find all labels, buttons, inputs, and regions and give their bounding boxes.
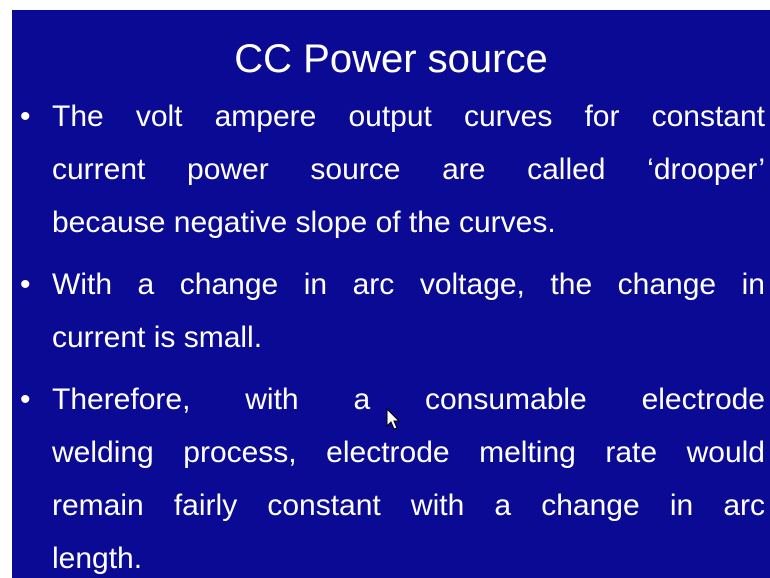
bullet-line: remain fairly constant with a change in … bbox=[52, 489, 765, 522]
bullet-dot: • bbox=[20, 268, 31, 301]
bullet-dot: • bbox=[20, 383, 31, 416]
slide: CC Power source • The volt ampere output … bbox=[12, 10, 770, 578]
bullet: • The volt ampere output curves for const… bbox=[12, 90, 770, 249]
bullet-line: current power source are called ‘drooper… bbox=[52, 153, 765, 186]
mouse-cursor bbox=[386, 408, 401, 430]
bullet-line: length. bbox=[52, 542, 143, 575]
bullet-line: Therefore, with a consumable electrode bbox=[52, 383, 765, 416]
bullet-line: welding process, electrode melting rate … bbox=[52, 436, 765, 469]
bullet-list: • The volt ampere output curves for const… bbox=[12, 90, 770, 578]
bullet-line: The volt ampere output curves for consta… bbox=[52, 100, 765, 133]
bullet: • Therefore, with a consumable electrode w… bbox=[12, 373, 770, 578]
bullet-line: current is small. bbox=[52, 321, 263, 354]
bullet-dot: • bbox=[20, 100, 31, 133]
bullet: • With a change in arc voltage, the chang… bbox=[12, 258, 770, 364]
bullet-line: because negative slope of the curves. bbox=[52, 206, 556, 239]
slide-title: CC Power source bbox=[234, 37, 548, 81]
bullet-line: With a change in arc voltage, the change… bbox=[52, 268, 765, 301]
